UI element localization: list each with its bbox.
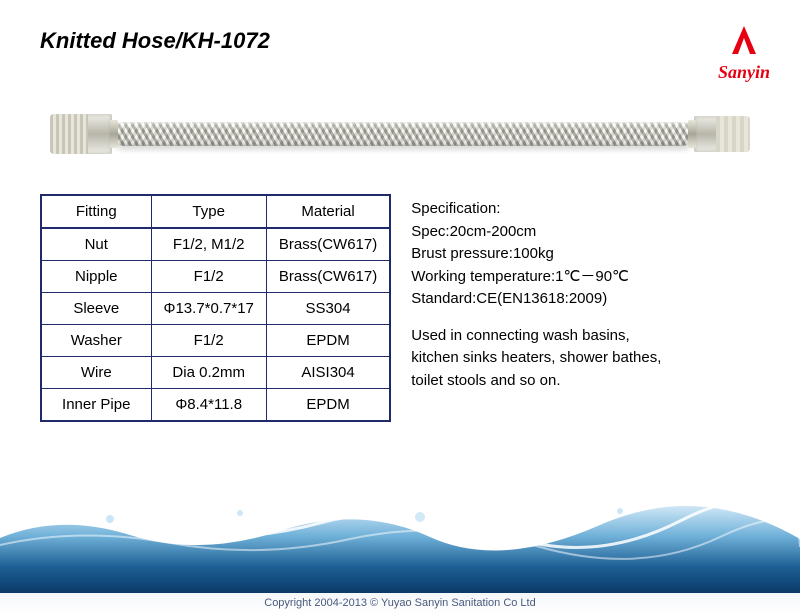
usage-line: toilet stools and so on. [411, 370, 661, 393]
hose-connector-right [694, 116, 750, 152]
usage-line: kitchen sinks heaters, shower bathes, [411, 347, 661, 370]
page-title: Knitted Hose/KH-1072 [40, 28, 760, 54]
footer-copyright: Copyright 2004-2013 © Yuyao Sanyin Sanit… [0, 593, 800, 615]
hose-illustration [50, 112, 750, 156]
table-cell: Nipple [41, 261, 151, 293]
hose-body [112, 122, 694, 146]
logo-mark-icon [724, 20, 764, 60]
table-cell: EPDM [266, 325, 390, 357]
table-cell: EPDM [266, 389, 390, 422]
product-image [0, 64, 800, 194]
spec-info: Specification: Spec:20cm-200cm Brust pre… [411, 194, 661, 392]
table-row: Sleeve Φ13.7*0.7*17 SS304 [41, 293, 390, 325]
spec-line: Standard:CE(EN13618:2009) [411, 288, 661, 311]
table-header: Material [266, 195, 390, 228]
table-cell: Φ13.7*0.7*17 [151, 293, 266, 325]
water-banner [0, 503, 800, 593]
table-cell: Dia 0.2mm [151, 357, 266, 389]
table-cell: AISI304 [266, 357, 390, 389]
spec-line: Brust pressure:100kg [411, 243, 661, 266]
table-header: Type [151, 195, 266, 228]
table-cell: F1/2, M1/2 [151, 228, 266, 261]
table-row: Nipple F1/2 Brass(CW617) [41, 261, 390, 293]
table-row: Washer F1/2 EPDM [41, 325, 390, 357]
table-cell: Brass(CW617) [266, 228, 390, 261]
table-cell: SS304 [266, 293, 390, 325]
table-cell: Nut [41, 228, 151, 261]
spec-heading: Specification: [411, 198, 661, 221]
spec-line: Working temperature:1℃－90℃ [411, 266, 661, 289]
table-row: Inner Pipe Φ8.4*11.8 EPDM [41, 389, 390, 422]
hose-connector-left [50, 114, 112, 154]
table-cell: Brass(CW617) [266, 261, 390, 293]
spec-table: Fitting Type Material Nut F1/2, M1/2 Bra… [40, 194, 391, 422]
table-cell: Φ8.4*11.8 [151, 389, 266, 422]
table-row: Nut F1/2, M1/2 Brass(CW617) [41, 228, 390, 261]
table-cell: F1/2 [151, 325, 266, 357]
table-header: Fitting [41, 195, 151, 228]
table-row: Wire Dia 0.2mm AISI304 [41, 357, 390, 389]
table-cell: Washer [41, 325, 151, 357]
spec-line: Spec:20cm-200cm [411, 221, 661, 244]
table-cell: Wire [41, 357, 151, 389]
usage-line: Used in connecting wash basins, [411, 325, 661, 348]
table-cell: Sleeve [41, 293, 151, 325]
table-cell: F1/2 [151, 261, 266, 293]
table-cell: Inner Pipe [41, 389, 151, 422]
